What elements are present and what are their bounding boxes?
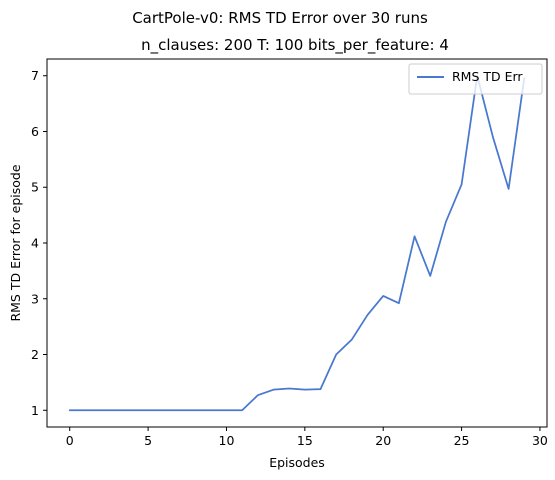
- y-tick-label: 4: [31, 236, 39, 251]
- y-tick-label: 5: [31, 180, 39, 195]
- y-tick-label: 1: [31, 403, 39, 418]
- x-axis-label: Episodes: [269, 455, 325, 470]
- x-tick-label: 20: [375, 433, 391, 448]
- x-tick-label: 5: [144, 433, 152, 448]
- x-axis: 0 5 10 15 20 25 30: [66, 427, 548, 448]
- x-tick-label: 0: [66, 433, 74, 448]
- legend: RMS TD Err: [408, 63, 543, 95]
- y-axis: 1 2 3 4 5 6 7: [31, 68, 47, 418]
- x-tick-label: 10: [219, 433, 235, 448]
- series-line: [68, 74, 526, 412]
- y-tick-label: 6: [31, 124, 39, 139]
- x-tick-label: 25: [454, 433, 470, 448]
- chart-subtitle: n_clauses: 200 T: 100 bits_per_feature: …: [141, 36, 449, 55]
- x-tick-label: 15: [297, 433, 313, 448]
- series-layer: [68, 74, 526, 412]
- y-tick-label: 2: [31, 347, 39, 362]
- plot-area: 0 5 10 15 20 25 30 1 2 3 4 5 6 7: [31, 58, 548, 448]
- legend-label: RMS TD Err: [452, 69, 523, 84]
- chart-title: CartPole-v0: RMS TD Error over 30 runs: [132, 9, 428, 27]
- y-tick-label: 7: [31, 68, 39, 83]
- legend-frame: [408, 63, 543, 95]
- y-axis-label: RMS TD Error for episode: [8, 164, 23, 321]
- x-tick-label: 30: [532, 433, 548, 448]
- y-tick-label: 3: [31, 291, 39, 306]
